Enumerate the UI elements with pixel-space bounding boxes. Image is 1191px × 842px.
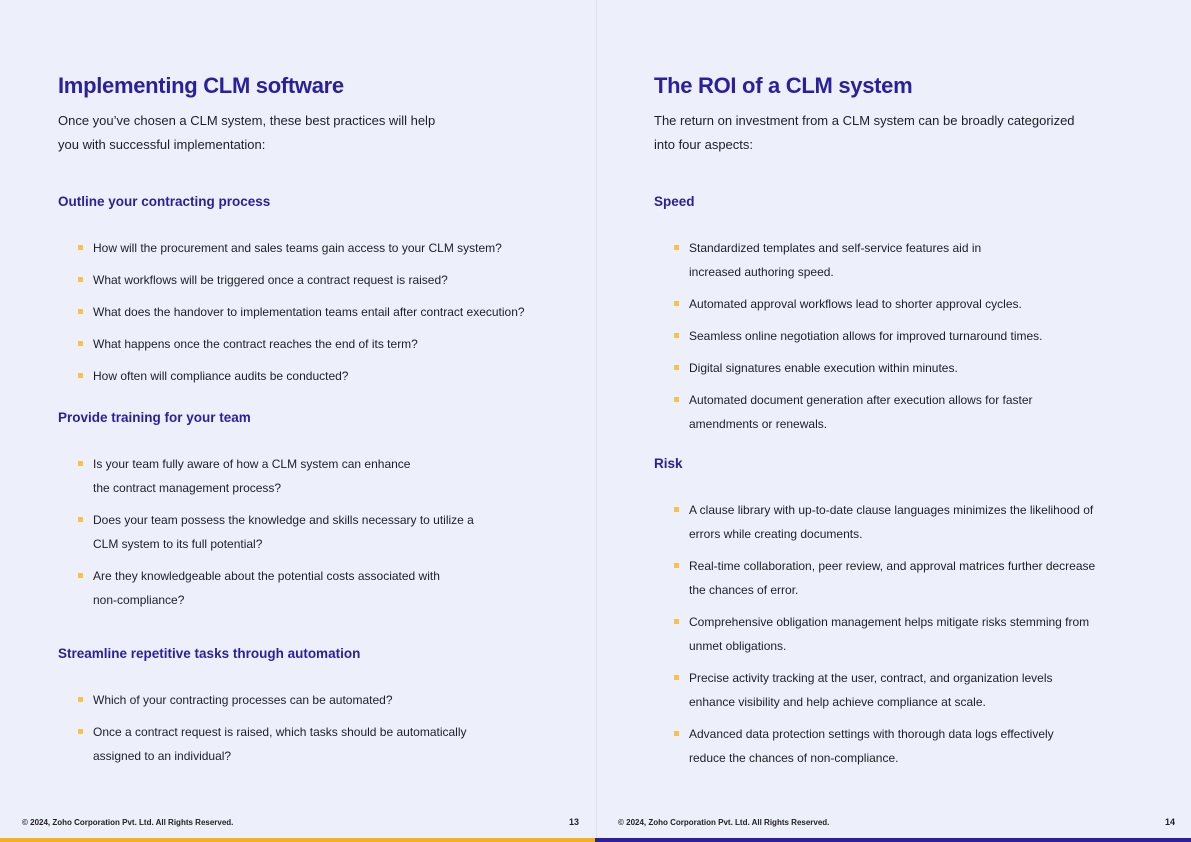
section-heading: Risk	[654, 456, 683, 471]
bullet-square-icon	[78, 729, 83, 734]
list-item: Does your team possess the knowledge and…	[78, 508, 474, 556]
list-item: Real-time collaboration, peer review, an…	[674, 554, 1095, 602]
list-item: Standardized templates and self-service …	[674, 236, 1043, 284]
bullet-square-icon	[78, 277, 83, 282]
bullet-square-icon	[674, 507, 679, 512]
list-item: Are they knowledgeable about the potenti…	[78, 564, 474, 612]
list-item: Automated document generation after exec…	[674, 388, 1043, 436]
bullet-square-icon	[674, 563, 679, 568]
list-item: Which of your contracting processes can …	[78, 688, 467, 712]
bullet-list: Is your team fully aware of how a CLM sy…	[78, 452, 474, 612]
section-risk: Risk A clause library with up-to-date cla…	[654, 454, 1095, 778]
list-item-text: How often will compliance audits be cond…	[93, 369, 349, 383]
list-item-text: Automated approval workflows lead to sho…	[689, 297, 1022, 311]
list-item: Precise activity tracking at the user, c…	[674, 666, 1095, 714]
bullet-square-icon	[78, 245, 83, 250]
section-heading: Provide training for your team	[58, 410, 251, 425]
list-item-text: Standardized templates and self-service …	[689, 241, 982, 279]
list-item-text: Does your team possess the knowledge and…	[93, 513, 474, 551]
bullet-square-icon	[78, 309, 83, 314]
right-accent-bar	[595, 838, 1191, 842]
list-item-text: Precise activity tracking at the user, c…	[689, 671, 1053, 709]
list-item: Seamless online negotiation allows for i…	[674, 324, 1043, 348]
bullet-square-icon	[674, 731, 679, 736]
list-item-text: What workflows will be triggered once a …	[93, 273, 448, 287]
list-item: What does the handover to implementation…	[78, 300, 525, 324]
list-item-text: Digital signatures enable execution with…	[689, 361, 958, 375]
page-13: Implementing CLM software Once you’ve ch…	[0, 0, 595, 838]
list-item-text: Is your team fully aware of how a CLM sy…	[93, 457, 411, 495]
list-item-text: Automated document generation after exec…	[689, 393, 1033, 431]
list-item-text: Once a contract request is raised, which…	[93, 725, 467, 763]
list-item-text: Are they knowledgeable about the potenti…	[93, 569, 440, 607]
list-item: Once a contract request is raised, which…	[78, 720, 467, 768]
list-item-text: Which of your contracting processes can …	[93, 693, 393, 707]
list-item-text: Advanced data protection settings with t…	[689, 727, 1054, 765]
list-item: What workflows will be triggered once a …	[78, 268, 525, 292]
bullet-list: A clause library with up-to-date clause …	[674, 498, 1095, 770]
list-item-text: Real-time collaboration, peer review, an…	[689, 559, 1096, 597]
bullet-list: Which of your contracting processes can …	[78, 688, 467, 768]
page-number: 14	[1165, 817, 1176, 827]
bullet-square-icon	[674, 333, 679, 338]
section-automation: Streamline repetitive tasks through auto…	[58, 644, 467, 776]
bullet-square-icon	[674, 619, 679, 624]
page-14: The ROI of a CLM system The return on in…	[596, 0, 1191, 838]
list-item-text: How will the procurement and sales teams…	[93, 241, 502, 255]
bullet-square-icon	[78, 573, 83, 578]
list-item: How will the procurement and sales teams…	[78, 236, 525, 260]
bullet-square-icon	[78, 373, 83, 378]
section-outline: Outline your contracting process How will…	[58, 192, 525, 396]
list-item: Automated approval workflows lead to sho…	[674, 292, 1043, 316]
list-item-text: What does the handover to implementation…	[93, 305, 525, 319]
bullet-square-icon	[78, 517, 83, 522]
section-training: Provide training for your team Is your te…	[58, 408, 474, 620]
bullet-list: Standardized templates and self-service …	[674, 236, 1043, 436]
left-accent-bar	[0, 838, 595, 842]
bullet-list: How will the procurement and sales teams…	[78, 236, 525, 388]
bullet-square-icon	[674, 675, 679, 680]
copyright-footer: © 2024, Zoho Corporation Pvt. Ltd. All R…	[22, 818, 234, 827]
list-item: What happens once the contract reaches t…	[78, 332, 525, 356]
list-item: Digital signatures enable execution with…	[674, 356, 1043, 380]
page-title: Implementing CLM software	[58, 73, 344, 98]
bullet-square-icon	[674, 245, 679, 250]
list-item: Comprehensive obligation management help…	[674, 610, 1095, 658]
list-item: How often will compliance audits be cond…	[78, 364, 525, 388]
intro-text: The return on investment from a CLM syst…	[654, 113, 1075, 152]
section-heading: Speed	[654, 194, 695, 209]
intro-text: Once you’ve chosen a CLM system, these b…	[58, 113, 436, 152]
bullet-square-icon	[78, 461, 83, 466]
copyright-footer: © 2024, Zoho Corporation Pvt. Ltd. All R…	[618, 818, 830, 827]
bullet-square-icon	[674, 301, 679, 306]
list-item-text: Comprehensive obligation management help…	[689, 615, 1090, 653]
page-title: The ROI of a CLM system	[654, 73, 913, 98]
list-item: Is your team fully aware of how a CLM sy…	[78, 452, 474, 500]
section-speed: Speed Standardized templates and self-ser…	[654, 192, 1043, 444]
list-item: Advanced data protection settings with t…	[674, 722, 1095, 770]
bullet-square-icon	[674, 397, 679, 402]
bullet-square-icon	[78, 697, 83, 702]
section-heading: Streamline repetitive tasks through auto…	[58, 646, 361, 661]
bullet-square-icon	[674, 365, 679, 370]
page-number: 13	[569, 817, 580, 827]
bullet-square-icon	[78, 341, 83, 346]
list-item-text: Seamless online negotiation allows for i…	[689, 329, 1043, 343]
list-item-text: A clause library with up-to-date clause …	[689, 503, 1094, 541]
section-heading: Outline your contracting process	[58, 194, 271, 209]
list-item-text: What happens once the contract reaches t…	[93, 337, 418, 351]
list-item: A clause library with up-to-date clause …	[674, 498, 1095, 546]
